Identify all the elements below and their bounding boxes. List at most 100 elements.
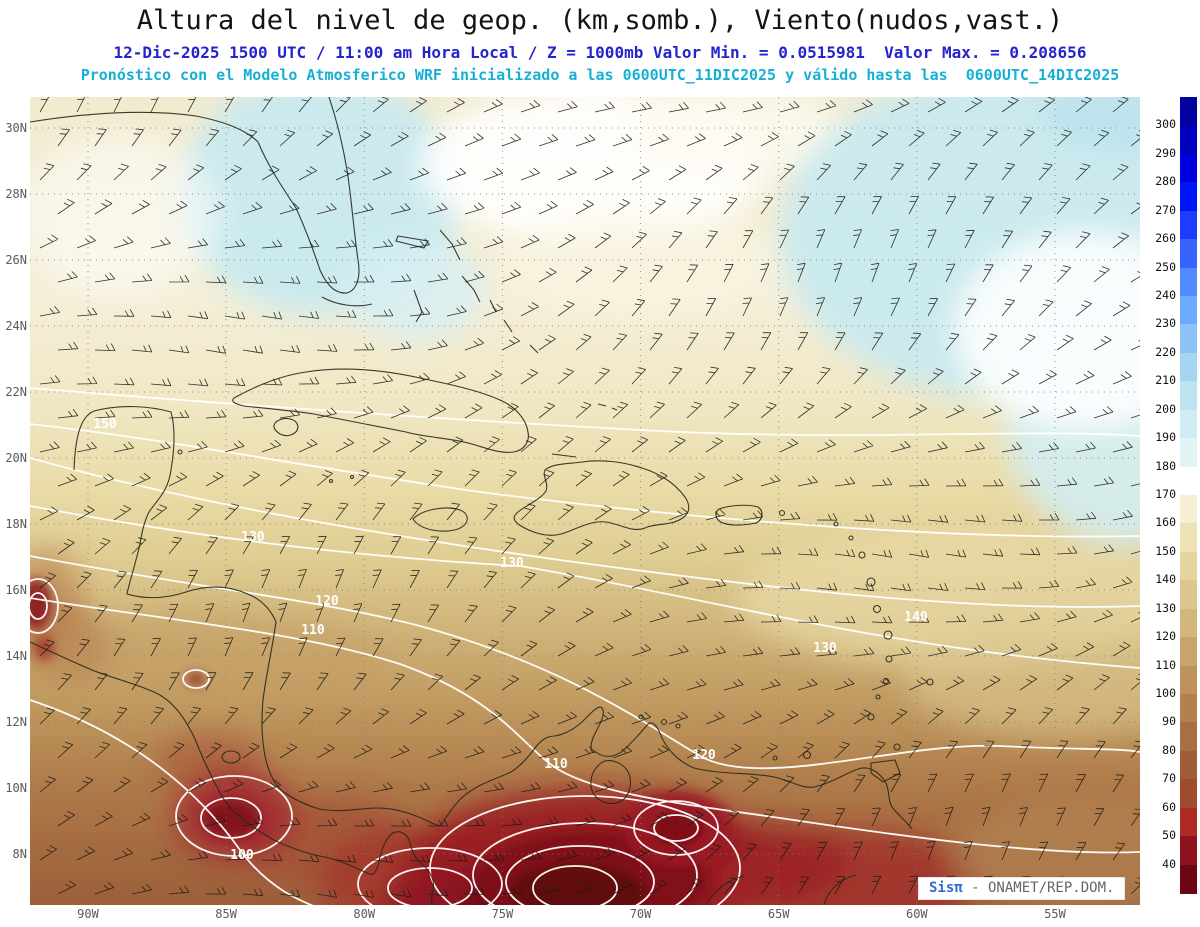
lat-label: 14N: [5, 649, 27, 663]
colorbar-segment: [1180, 210, 1197, 240]
wind-barbs-layer: [39, 97, 1140, 898]
forecast-datetime: 12-Dic-2025 1500 UTC / 11:00 am Hora Loc…: [113, 43, 1087, 62]
colorbar-segment: [1180, 381, 1197, 411]
colorbar-segment: [1180, 97, 1197, 127]
lon-label: 75W: [491, 907, 514, 921]
model-info: Pronóstico con el Modelo Atmosferico WRF…: [80, 66, 1120, 84]
colorbar-tick: 110: [1155, 657, 1176, 672]
colorbar-tick: 140: [1155, 572, 1176, 587]
colorbar-tick: 160: [1155, 515, 1176, 530]
colorbar-tick: 220: [1155, 344, 1176, 359]
contour-label: 130: [813, 641, 837, 656]
contour-label: 120: [315, 594, 339, 609]
colorbar-segment: [1180, 182, 1197, 212]
wind-barbs: [39, 97, 1140, 898]
colorbar-tick: 100: [1155, 686, 1176, 700]
colorbar-segment: [1180, 125, 1197, 155]
lat-label: 10N: [5, 781, 27, 795]
lon-label: 55W: [1044, 907, 1066, 921]
colorbar-tick: 260: [1155, 231, 1176, 246]
lat-label: 16N: [5, 583, 27, 597]
colorbar-tick: 210: [1155, 373, 1176, 388]
contour-label: 110: [544, 757, 568, 772]
colorbar-tick: 50: [1162, 828, 1176, 843]
colorbar-segment: [1180, 694, 1197, 724]
colorbar-segment: [1180, 239, 1197, 269]
colorbar-segment: [1180, 836, 1197, 866]
colorbar-tick: 270: [1155, 202, 1176, 217]
lat-label: 28N: [5, 187, 27, 201]
colorbar-segment: [1180, 551, 1197, 581]
colorbar-segment: [1180, 779, 1197, 809]
shading-base: [30, 97, 1140, 905]
colorbar-segment: [1180, 722, 1197, 752]
lat-label: 18N: [5, 517, 27, 531]
colorbar-tick: 290: [1155, 145, 1176, 160]
colorbar-tick: 130: [1155, 600, 1176, 615]
contour-label: 140: [904, 610, 928, 625]
colorbar-tick: 300: [1155, 117, 1176, 132]
lon-label: 60W: [905, 907, 928, 921]
credit-badge: Sisπ - ONAMET/REP.DOM.: [918, 877, 1126, 900]
colorbar-segment: [1180, 608, 1197, 638]
colorbar-segment: [1180, 409, 1197, 439]
contour-label-layer: 150 130 130 120 110 140 130 120 110 100: [93, 417, 928, 863]
contour-label: 130: [500, 556, 524, 571]
credit-app: Sisπ: [929, 880, 963, 896]
lon-label: 85W: [215, 907, 237, 921]
coastline-layer: [30, 97, 934, 905]
colorbar-tick: 190: [1155, 430, 1176, 445]
colorbar-tick: 200: [1155, 401, 1176, 416]
lat-label: 12N: [5, 715, 27, 729]
credit-org: - ONAMET/REP.DOM.: [962, 880, 1115, 896]
colorbar-tick: 80: [1162, 742, 1176, 757]
shading-layer: [30, 97, 1140, 905]
shading-cores: [30, 579, 733, 905]
colorbar-tick: 280: [1155, 174, 1176, 189]
colorbar-segment: [1180, 750, 1197, 780]
colorbar-segment: [1180, 665, 1197, 695]
colorbar-segment: [1180, 495, 1197, 525]
lon-label: 80W: [353, 907, 376, 921]
colorbar-segment: [1180, 438, 1197, 468]
lon-label: 70W: [629, 907, 652, 921]
colorbar-segment: [1180, 466, 1197, 496]
colorbar-tick: 40: [1162, 856, 1176, 871]
colorbar-segment: [1180, 807, 1197, 837]
colorbar-segment: [1180, 637, 1197, 667]
contour-label: 110: [301, 623, 325, 638]
contour-label: 100: [230, 848, 254, 863]
contour-label: 120: [692, 748, 716, 763]
colorbar-segment: [1180, 352, 1197, 382]
colorbar-tick: 60: [1162, 799, 1176, 814]
colorbar-tick: 120: [1155, 629, 1176, 644]
lon-label: 65W: [767, 907, 790, 921]
contour-layer: [30, 387, 1140, 905]
colorbar-segment: [1180, 296, 1197, 326]
colorbar-tick: 150: [1155, 543, 1176, 558]
colorbar-tick: 240: [1155, 288, 1176, 302]
colorbar-tick: 70: [1162, 771, 1176, 786]
colorbar-segment: [1180, 864, 1197, 894]
colorbar-tick: 230: [1155, 316, 1176, 331]
lat-label: 30N: [5, 121, 27, 135]
colorbar-segment: [1180, 153, 1197, 183]
colorbar-tick: 170: [1155, 487, 1176, 501]
lat-label: 22N: [5, 385, 27, 399]
grid-layer: [30, 97, 1140, 905]
colorbar-segment: [1180, 267, 1197, 297]
colorbar-segment: [1180, 580, 1197, 610]
colorbar-segment: [1180, 523, 1197, 553]
lat-label: 26N: [5, 253, 27, 267]
lat-label: 24N: [5, 319, 27, 333]
colorbar-tick: 180: [1155, 458, 1176, 473]
colorbar-tick: 90: [1162, 714, 1176, 729]
lon-label: 90W: [77, 907, 99, 921]
colorbar-tick: 250: [1155, 259, 1176, 274]
contour-label: 150: [93, 417, 117, 432]
lat-label: 8N: [12, 847, 27, 861]
page-title: Altura del nivel de geop. (km,somb.), Vi…: [136, 5, 1064, 36]
colorbar-segment: [1180, 324, 1197, 354]
